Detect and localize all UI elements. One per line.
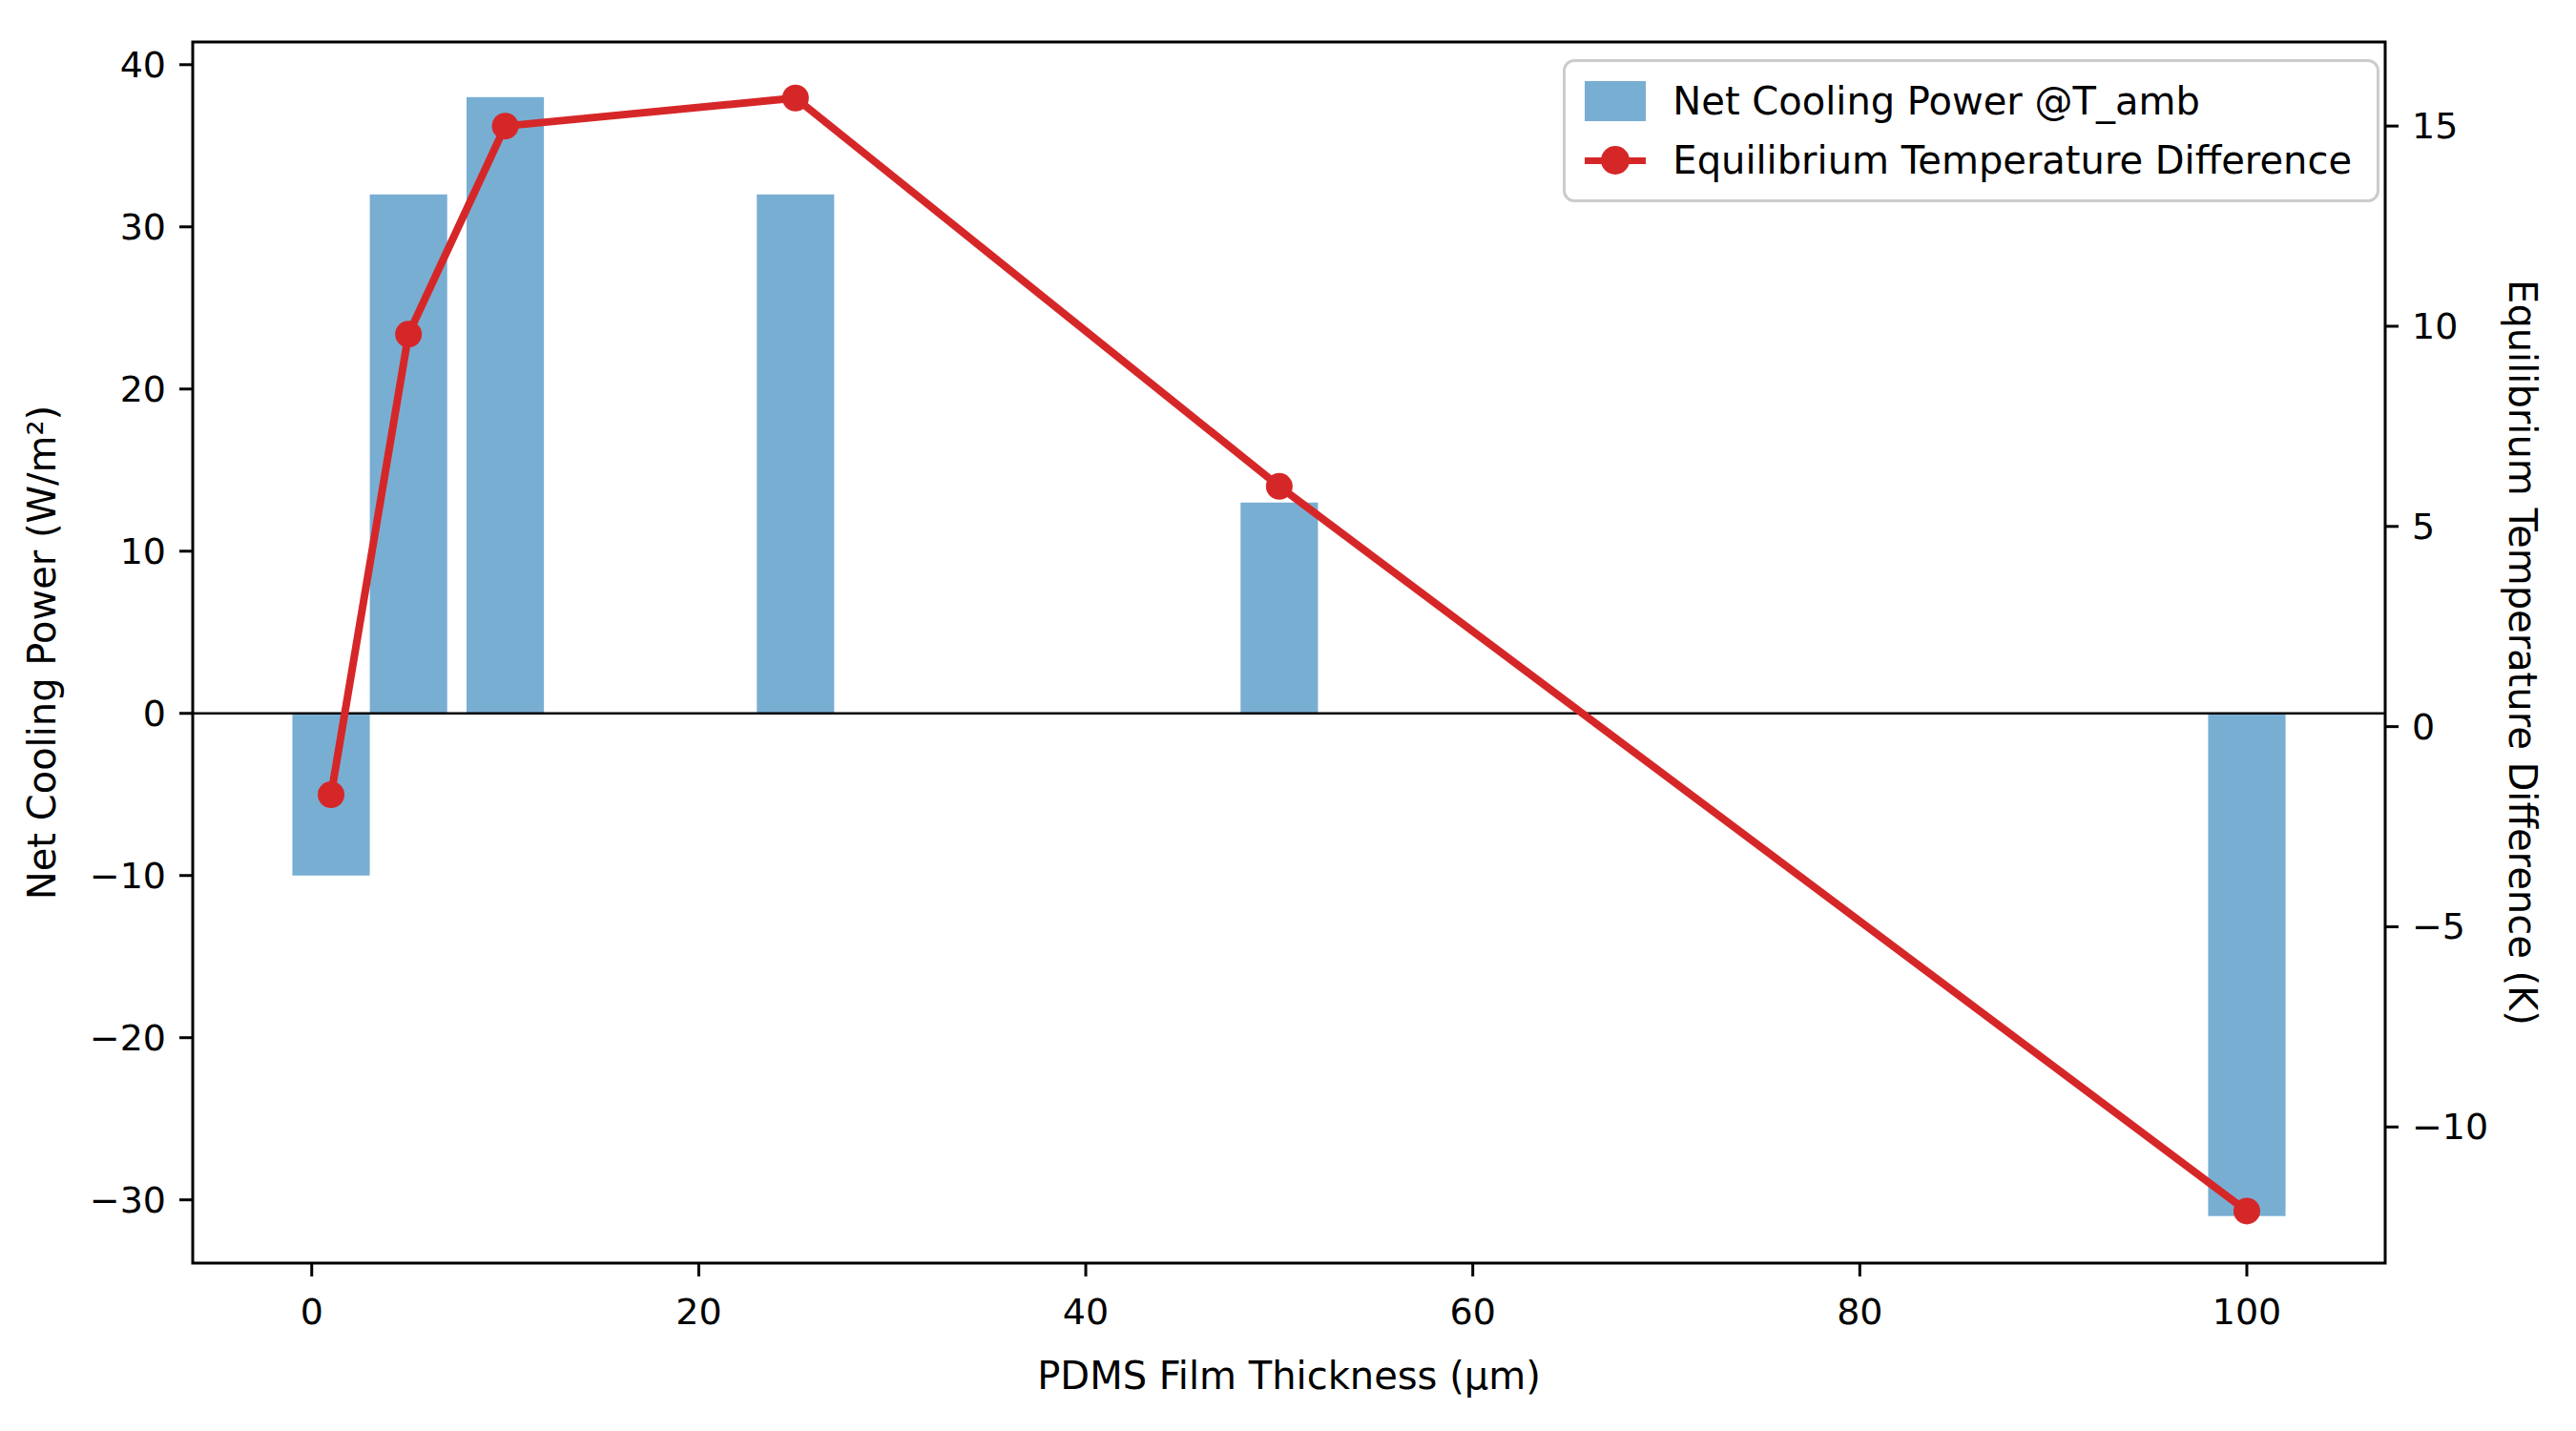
y-left-tick-label: 10 — [120, 530, 166, 572]
y-left-tick-label: 20 — [120, 368, 166, 410]
y-left-tick-label: 30 — [120, 206, 166, 248]
x-tick-label: 20 — [675, 1291, 721, 1333]
x-tick-label: 60 — [1450, 1291, 1496, 1333]
legend-patch-swatch — [1585, 81, 1646, 121]
bar — [2208, 714, 2285, 1216]
y-right-tick-label: 5 — [2412, 506, 2435, 548]
legend-label-line: Equilibrium Temperature Difference — [1672, 138, 2352, 182]
y-right-tick-label: −10 — [2412, 1106, 2488, 1148]
line-marker — [782, 85, 809, 112]
line-marker — [395, 321, 422, 347]
figure: 0 20 40 60 80 100 −30 −20 −10 0 10 20 30 40 −10 −5 0 5 10 1… — [0, 0, 2576, 1431]
x-tick-label: 100 — [2212, 1291, 2282, 1333]
line-marker — [492, 113, 519, 139]
x-axis-label: PDMS Film Thickness (μm) — [1037, 1354, 1541, 1398]
y-right-tick-label: −5 — [2412, 905, 2465, 947]
y-right-tick-label: 15 — [2412, 105, 2458, 147]
y-left-tick-label: −20 — [90, 1017, 166, 1059]
line-marker — [2233, 1197, 2260, 1224]
legend-item-line: Equilibrium Temperature Difference — [1585, 138, 2352, 182]
bar — [1240, 503, 1318, 714]
y-left-tick-label: −30 — [90, 1179, 166, 1221]
legend-line-swatch — [1585, 157, 1646, 164]
y-axis-label-right: Equilibrium Temperature Difference (K) — [2501, 280, 2545, 1026]
legend: Net Cooling Power @T_amb Equilibrium Tem… — [1563, 59, 2379, 202]
x-tick-label: 0 — [301, 1291, 323, 1333]
legend-label-bars: Net Cooling Power @T_amb — [1672, 79, 2199, 123]
x-tick-label: 40 — [1063, 1291, 1109, 1333]
line-marker — [318, 781, 344, 808]
x-tick-label: 80 — [1837, 1291, 1882, 1333]
line-marker — [1266, 473, 1293, 500]
y-left-tick-label: 40 — [120, 44, 166, 86]
bar — [757, 195, 834, 714]
plot-area: 0 20 40 60 80 100 −30 −20 −10 0 10 20 30 40 −10 −5 0 5 10 1… — [0, 0, 2576, 1431]
y-axis-label-left: Net Cooling Power (W/m²) — [20, 405, 64, 900]
legend-item-bars: Net Cooling Power @T_amb — [1585, 79, 2352, 123]
y-right-tick-label: 0 — [2412, 706, 2435, 748]
y-left-tick-label: −10 — [90, 855, 166, 897]
legend-marker-dot — [1601, 146, 1630, 175]
y-right-tick-label: 10 — [2412, 305, 2458, 347]
y-left-tick-label: 0 — [143, 693, 166, 735]
